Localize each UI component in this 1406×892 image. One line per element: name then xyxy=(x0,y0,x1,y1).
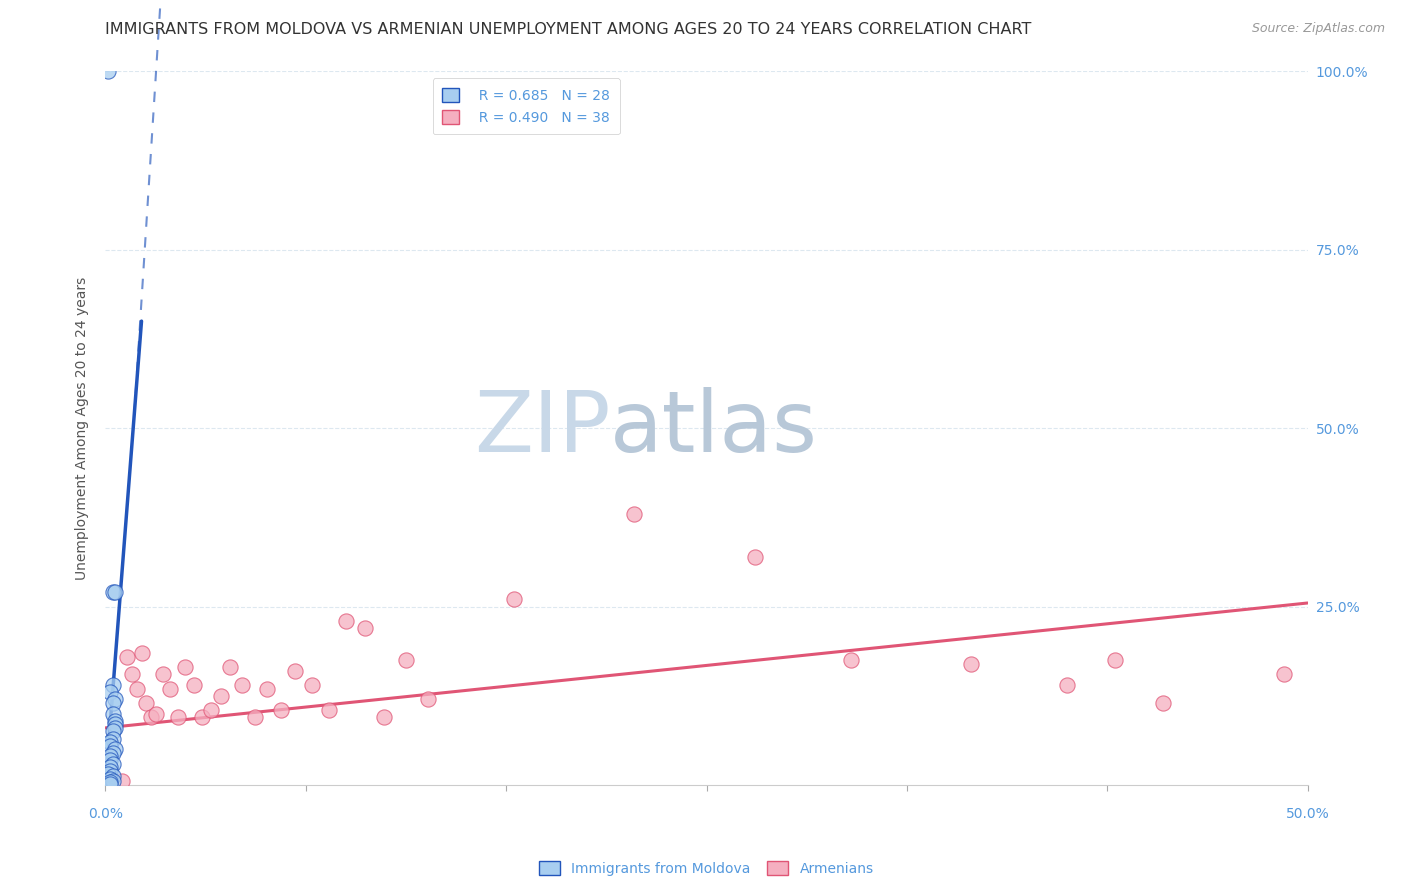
Point xyxy=(301,678,323,692)
Point xyxy=(131,646,153,660)
Point xyxy=(115,649,138,664)
Point xyxy=(416,692,439,706)
Point xyxy=(101,756,124,771)
Point xyxy=(98,760,121,774)
Point xyxy=(270,703,292,717)
Point xyxy=(101,746,124,760)
Point xyxy=(97,767,120,781)
Point xyxy=(101,731,124,746)
Point xyxy=(145,706,167,721)
Point xyxy=(101,724,124,739)
Point xyxy=(98,735,121,749)
Point xyxy=(231,678,253,692)
Point xyxy=(744,549,766,564)
Point xyxy=(1272,667,1295,681)
Point xyxy=(183,678,205,692)
Point xyxy=(284,664,307,678)
Point xyxy=(839,653,862,667)
Point xyxy=(623,507,645,521)
Point xyxy=(503,592,526,607)
Text: IMMIGRANTS FROM MOLDOVA VS ARMENIAN UNEMPLOYMENT AMONG AGES 20 TO 24 YEARS CORRE: IMMIGRANTS FROM MOLDOVA VS ARMENIAN UNEM… xyxy=(105,22,1032,37)
Point xyxy=(173,660,195,674)
Point xyxy=(101,696,124,710)
Y-axis label: Unemployment Among Ages 20 to 24 years: Unemployment Among Ages 20 to 24 years xyxy=(76,277,90,580)
Point xyxy=(104,742,127,756)
Point xyxy=(111,774,134,789)
Point xyxy=(98,739,121,753)
Text: 50.0%: 50.0% xyxy=(1285,807,1330,822)
Point xyxy=(98,764,121,778)
Point xyxy=(135,696,157,710)
Point xyxy=(98,749,121,764)
Text: 0.0%: 0.0% xyxy=(89,807,122,822)
Point xyxy=(121,667,143,681)
Point xyxy=(97,64,120,78)
Point xyxy=(104,585,127,599)
Point xyxy=(101,585,124,599)
Text: Source: ZipAtlas.com: Source: ZipAtlas.com xyxy=(1251,22,1385,36)
Point xyxy=(373,710,395,724)
Point xyxy=(139,710,162,724)
Point xyxy=(256,681,278,696)
Point xyxy=(159,681,181,696)
Point xyxy=(219,660,242,674)
Point xyxy=(98,753,121,767)
Point xyxy=(166,710,188,724)
Text: atlas: atlas xyxy=(610,386,818,470)
Point xyxy=(335,614,357,628)
Legend: Immigrants from Moldova, Armenians: Immigrants from Moldova, Armenians xyxy=(534,855,879,881)
Point xyxy=(104,717,127,731)
Point xyxy=(209,689,232,703)
Point xyxy=(1104,653,1126,667)
Point xyxy=(104,721,127,735)
Point xyxy=(152,667,174,681)
Point xyxy=(395,653,418,667)
Point xyxy=(318,703,340,717)
Point xyxy=(200,703,222,717)
Point xyxy=(98,772,121,787)
Text: ZIP: ZIP xyxy=(474,386,610,470)
Point xyxy=(98,685,121,699)
Point xyxy=(101,769,124,783)
Point xyxy=(1152,696,1174,710)
Point xyxy=(101,706,124,721)
Point xyxy=(98,775,121,789)
Point xyxy=(101,773,124,788)
Point xyxy=(101,678,124,692)
Point xyxy=(125,681,148,696)
Point xyxy=(960,657,983,671)
Point xyxy=(104,714,127,728)
Point xyxy=(1056,678,1078,692)
Point xyxy=(243,710,266,724)
Point xyxy=(190,710,212,724)
Point xyxy=(98,776,121,790)
Point xyxy=(354,621,377,635)
Point xyxy=(104,692,127,706)
